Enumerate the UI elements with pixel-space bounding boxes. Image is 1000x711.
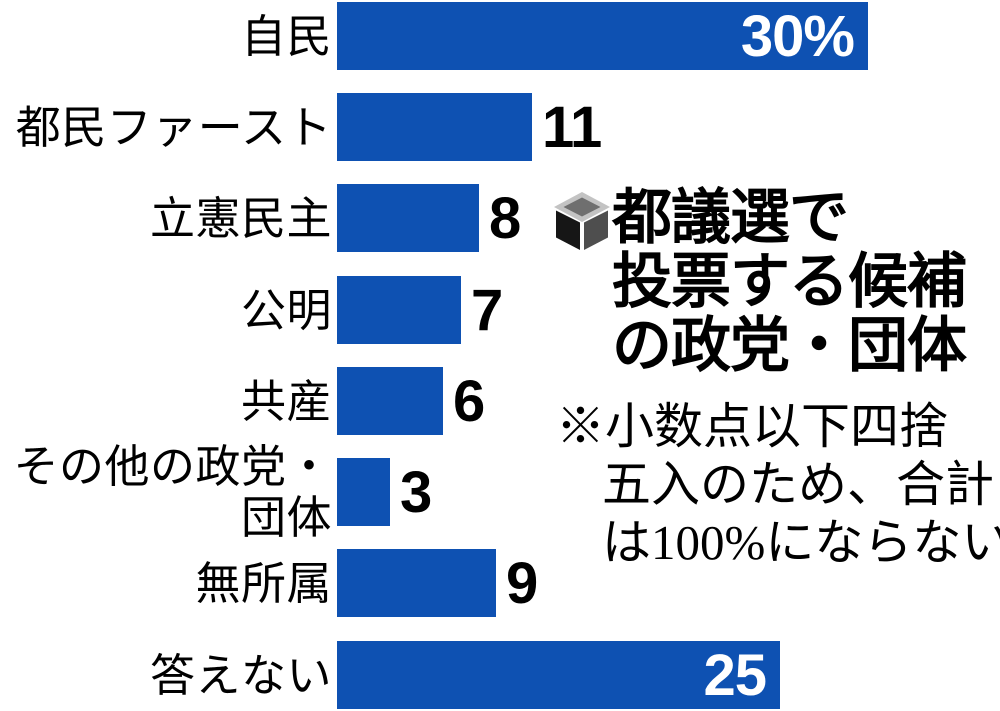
value-label-kyosan: 6 <box>453 368 485 434</box>
chart-note-line: ※小数点以下四捨 <box>556 399 949 454</box>
category-label-rikken-minshu: 立憲民主 <box>149 192 332 244</box>
bar-rikken-minshu <box>337 184 479 252</box>
value-label-mushozoku: 9 <box>506 550 538 616</box>
chart-note: ※小数点以下四捨 五入のため、合計 は100%にならない <box>556 398 1000 572</box>
category-label-kyosan: 共産 <box>240 375 332 427</box>
chart-row: 共産 6 <box>0 367 485 435</box>
bar-kyosan <box>337 367 443 435</box>
value-label-other-parties: 3 <box>400 459 432 525</box>
chart-row: 自民 30% <box>0 2 868 70</box>
chart-row: 都民ファースト 11 <box>0 93 602 161</box>
chart-title-line: 都議選で <box>612 184 849 251</box>
bar-kotaenai: 25 <box>337 641 780 709</box>
category-label-komei: 公明 <box>240 284 332 336</box>
bar-jimin: 30% <box>337 2 868 70</box>
value-label-kotaenai: 25 <box>703 642 767 708</box>
value-label-tomin-first: 11 <box>542 94 602 160</box>
category-label-mushozoku: 無所属 <box>195 557 332 609</box>
chart-row: 公明 7 <box>0 276 503 344</box>
category-label-jimin: 自民 <box>240 10 332 62</box>
chart-row: 立憲民主 8 <box>0 184 521 252</box>
category-label-tomin-first: 都民ファースト <box>15 101 332 153</box>
category-label-other-parties: その他の政党・団体 <box>13 441 332 543</box>
value-label-komei: 7 <box>471 277 503 343</box>
chart-row: 無所属 9 <box>0 549 538 617</box>
chart-note-line: 五入のため、合計 <box>602 457 995 512</box>
chart-row: 答えない 25 <box>0 641 780 709</box>
bar-komei <box>337 276 461 344</box>
category-label-kotaenai: 答えない <box>149 649 332 701</box>
ballot-box-icon <box>554 192 610 250</box>
value-label-jimin: 30% <box>740 3 855 69</box>
chart-title: 都議選で 投票する候補 の政党・団体 <box>612 184 967 379</box>
chart-row: その他の政党・団体 3 <box>0 441 432 543</box>
chart-note-line: は100%にならない <box>602 515 1000 570</box>
value-label-rikken-minshu: 8 <box>489 185 521 251</box>
bar-tomin-first <box>337 93 532 161</box>
bar-other-parties <box>337 458 390 526</box>
chart-title-line: 投票する候補 <box>612 248 967 315</box>
chart-title-line: の政党・団体 <box>612 312 967 379</box>
bar-mushozoku <box>337 549 496 617</box>
